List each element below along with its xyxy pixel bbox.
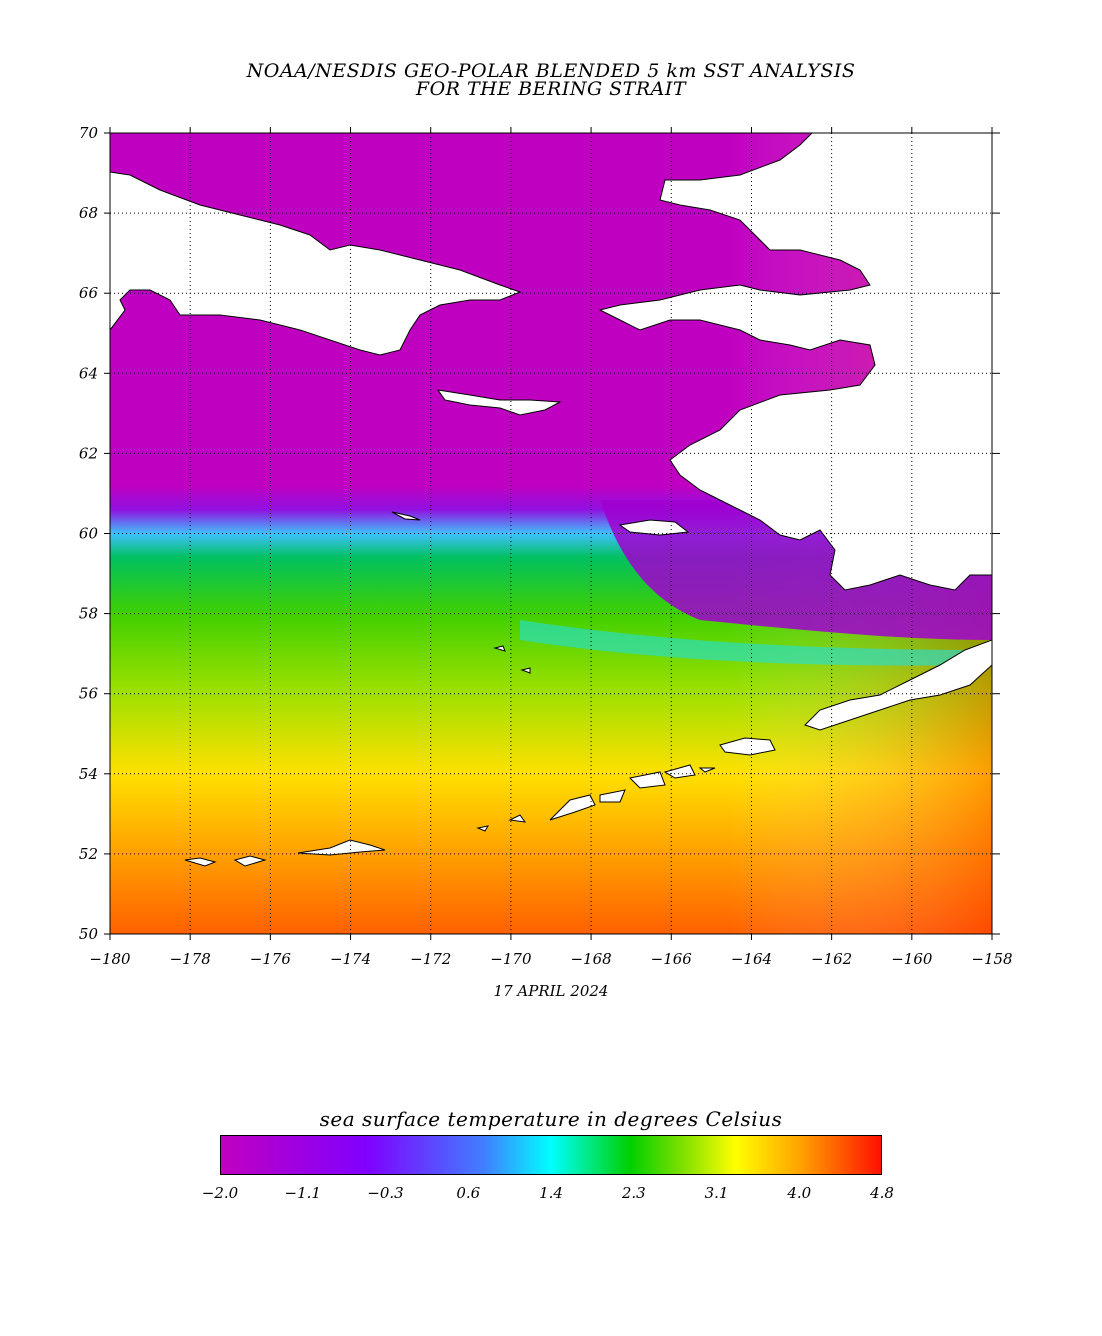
lon-tick-label: −158	[971, 950, 1012, 968]
color-scale-bar	[220, 1135, 882, 1175]
st-lawrence-island	[436, 389, 562, 416]
chukotka-land	[110, 171, 522, 356]
map-title-line1: NOAA/NESDIS GEO-POLAR BLENDED 5 km SST A…	[246, 60, 856, 82]
lon-tick-label: −160	[891, 950, 933, 968]
lon-tick-label: −162	[811, 950, 852, 968]
lon-tick-label: −174	[330, 950, 371, 968]
color-scale-tick-label: 2.3	[621, 1184, 646, 1202]
latitude-tick-labels: 70 68 66 64 62 60 58 56 54 52 50	[79, 124, 1000, 943]
color-scale-tick-label: 4.8	[870, 1184, 894, 1202]
map-title-line2: FOR THE BERING STRAIT	[415, 78, 687, 100]
color-scale-ticks: −2.0 −1.1 −0.3 0.6 1.4 2.3 3.1 4.0 4.8	[202, 1184, 894, 1204]
lat-tick-label: 62	[79, 444, 98, 462]
lat-tick-label: 50	[79, 925, 99, 943]
nunivak-island	[618, 519, 690, 536]
western-aleutians	[297, 839, 386, 856]
lon-tick-label: −172	[410, 950, 451, 968]
date-label: 17 APRIL 2024	[493, 982, 609, 1000]
alaska-peninsula	[804, 639, 992, 731]
lat-tick-label: 52	[79, 845, 98, 863]
lon-tick-label: −170	[490, 950, 532, 968]
land-masses	[110, 133, 992, 867]
lat-tick-label: 56	[79, 685, 99, 703]
lon-tick-label: −178	[170, 950, 211, 968]
unimak-island	[719, 737, 776, 756]
map-gridlines	[110, 133, 992, 934]
color-scale-tick-label: 1.4	[539, 1184, 563, 1202]
color-scale-tick-label: −2.0	[201, 1184, 239, 1202]
lat-tick-label: 70	[79, 124, 99, 142]
lon-tick-label: −164	[731, 950, 772, 968]
lat-tick-label: 54	[79, 765, 98, 783]
lat-tick-label: 68	[79, 204, 98, 222]
longitude-tick-labels: −180 −178 −176 −174 −172 −170 −168 −166 −164 −162…	[89, 127, 1013, 968]
lon-tick-label: −180	[89, 950, 131, 968]
sst-map: −180 −178 −176 −174 −172 −170 −168 −166 −164 −162…	[79, 124, 1013, 968]
lat-tick-label: 66	[79, 284, 99, 302]
color-scale-tick-label: −1.1	[284, 1184, 321, 1202]
lat-tick-label: 60	[79, 525, 99, 543]
lon-tick-label: −176	[250, 950, 292, 968]
color-scale-tick-label: 4.0	[787, 1184, 812, 1202]
color-scale-tick-label: −0.3	[367, 1184, 404, 1202]
color-scale-tick-label: 0.6	[456, 1184, 481, 1202]
legend-title: sea surface temperature in degrees Celsi…	[319, 1107, 783, 1131]
lon-tick-label: −166	[651, 950, 693, 968]
lon-tick-label: −168	[570, 950, 611, 968]
lat-tick-label: 58	[79, 605, 98, 623]
color-scale-tick-label: 3.1	[704, 1184, 729, 1202]
alaska-mainland	[598, 133, 992, 591]
lat-tick-label: 64	[79, 364, 98, 382]
